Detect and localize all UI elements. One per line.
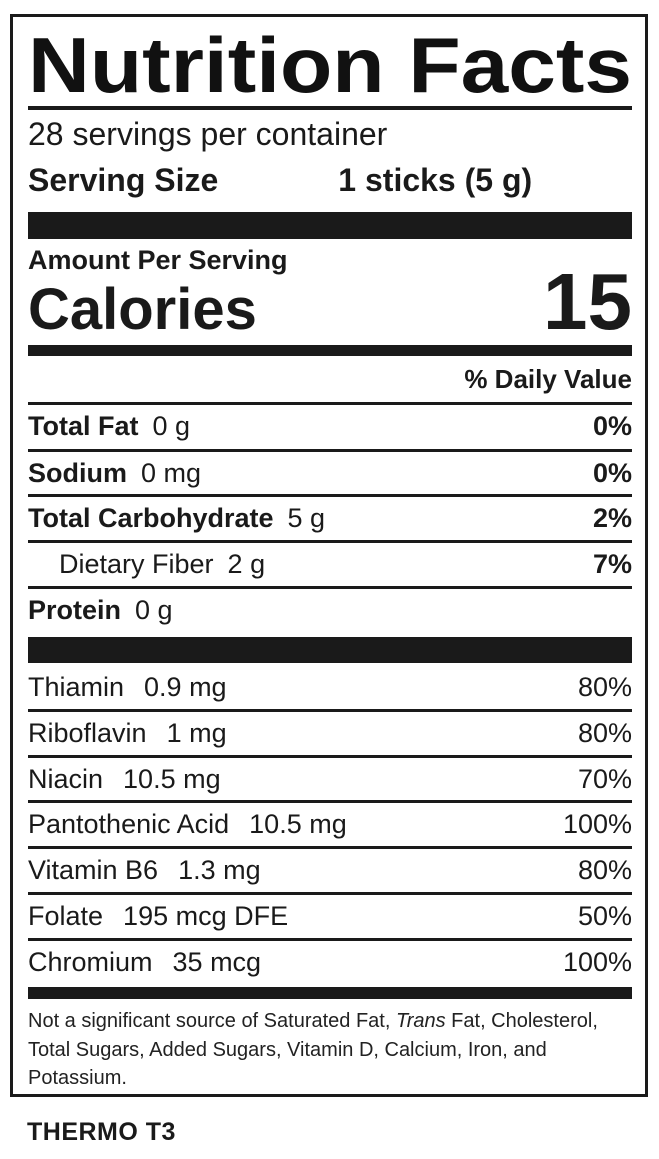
panel-title: Nutrition Facts xyxy=(28,26,632,106)
vitamin-name: Niacin xyxy=(28,764,104,794)
vitamin-dv: 80% xyxy=(577,672,632,702)
vitamin-row: Niacin 10.5 mg 70% xyxy=(28,758,632,801)
vitamin-amount: 10.5 mg xyxy=(123,764,221,794)
medium-divider xyxy=(28,345,632,356)
divider xyxy=(28,755,632,758)
divider xyxy=(28,800,632,803)
vitamin-dv: 80% xyxy=(577,718,632,748)
nutrient-dv: 2% xyxy=(592,503,632,533)
vitamin-amount: 0.9 mg xyxy=(144,672,227,702)
vitamin-name: Folate xyxy=(28,901,104,931)
daily-value-header: % Daily Value xyxy=(464,364,632,394)
serving-size-label: Serving Size xyxy=(28,162,219,198)
nutrient-row: Total Carbohydrate 5 g 2% xyxy=(28,497,632,540)
nutrient-row: Total Fat 0 g 0% xyxy=(28,405,632,448)
nutrient-amount: 5 g xyxy=(287,503,326,533)
vitamin-row: Folate 195 mcg DFE 50% xyxy=(28,895,632,938)
divider xyxy=(28,540,632,543)
calories-value: 15 xyxy=(543,257,632,346)
nutrient-name: Total Carbohydrate xyxy=(28,503,274,533)
thick-divider xyxy=(28,212,632,239)
nutrition-facts-panel xyxy=(10,14,648,1097)
vitamin-row: Riboflavin 1 mg 80% xyxy=(28,712,632,755)
amount-per-serving: Amount Per Serving xyxy=(28,245,288,275)
vitamin-dv: 100% xyxy=(562,809,632,839)
serving-size-value: 1 sticks (5 g) xyxy=(338,162,533,198)
footnote-text: Not a significant source of Saturated Fa… xyxy=(28,1010,396,1032)
vitamin-dv: 80% xyxy=(577,855,632,885)
vitamin-name: Vitamin B6 xyxy=(28,855,159,885)
nutrient-amount: 0 g xyxy=(135,595,173,625)
vitamin-dv: 50% xyxy=(577,901,632,931)
vitamin-amount: 195 mcg DFE xyxy=(123,901,289,931)
divider xyxy=(28,494,632,497)
divider xyxy=(28,449,632,452)
nutrient-amount: 2 g xyxy=(227,549,266,579)
nutrient-amount: 0 mg xyxy=(141,458,202,488)
nutrient-name: Protein xyxy=(28,595,122,625)
divider xyxy=(28,892,632,895)
vitamin-amount: 1 mg xyxy=(166,718,227,748)
vitamin-name: Riboflavin xyxy=(28,718,147,748)
vitamin-name: Pantothenic Acid xyxy=(28,809,230,839)
vitamin-amount: 1.3 mg xyxy=(178,855,261,885)
nutrient-row: Sodium 0 mg 0% xyxy=(28,452,632,495)
calories-row: Calories 15 xyxy=(28,262,632,342)
vitamin-row: Thiamin 0.9 mg 80% xyxy=(28,666,632,709)
vitamin-dv: 100% xyxy=(562,947,632,977)
vitamin-row: Chromium 35 mcg 100% xyxy=(28,941,632,984)
vitamin-amount: 10.5 mg xyxy=(249,809,347,839)
divider xyxy=(28,106,632,110)
nutrient-amount: 0 g xyxy=(152,411,191,441)
nutrient-dv: 0% xyxy=(592,411,632,441)
divider xyxy=(28,846,632,849)
title-text: Nutrition Facts xyxy=(28,26,632,106)
divider xyxy=(28,402,632,405)
thick-divider xyxy=(28,637,632,663)
vitamin-row: Vitamin B6 1.3 mg 80% xyxy=(28,849,632,892)
nutrient-row: Dietary Fiber 2 g 7% xyxy=(28,543,632,586)
vitamin-name: Chromium xyxy=(28,947,153,977)
brand-name: THERMO T3 xyxy=(27,1118,176,1146)
footnote-text: Fat, Cholesterol, Total Sugars, Added Su… xyxy=(28,1010,598,1089)
calories-label: Calories xyxy=(28,277,257,342)
nutrient-dv: 0% xyxy=(592,458,632,488)
vitamin-name: Thiamin xyxy=(28,672,125,702)
medium-divider xyxy=(28,987,632,999)
nutrient-name: Dietary Fiber xyxy=(59,549,214,579)
nutrient-dv: 7% xyxy=(592,549,632,579)
divider xyxy=(28,709,632,712)
divider xyxy=(28,938,632,941)
nutrient-row: Protein 0 g xyxy=(28,589,632,632)
footnote: Not a significant source of Saturated Fa… xyxy=(28,1007,632,1093)
vitamin-row: Pantothenic Acid 10.5 mg 100% xyxy=(28,803,632,846)
vitamin-amount: 35 mcg xyxy=(172,947,262,977)
nutrient-name: Sodium xyxy=(28,458,127,488)
footnote-italic: Trans xyxy=(395,1010,446,1032)
divider xyxy=(28,586,632,589)
servings-per-container: 28 servings per container xyxy=(28,116,388,152)
serving-size: Serving Size 1 sticks (5 g) xyxy=(28,158,632,202)
nutrient-name: Total Fat xyxy=(28,411,139,441)
vitamin-dv: 70% xyxy=(577,764,632,794)
